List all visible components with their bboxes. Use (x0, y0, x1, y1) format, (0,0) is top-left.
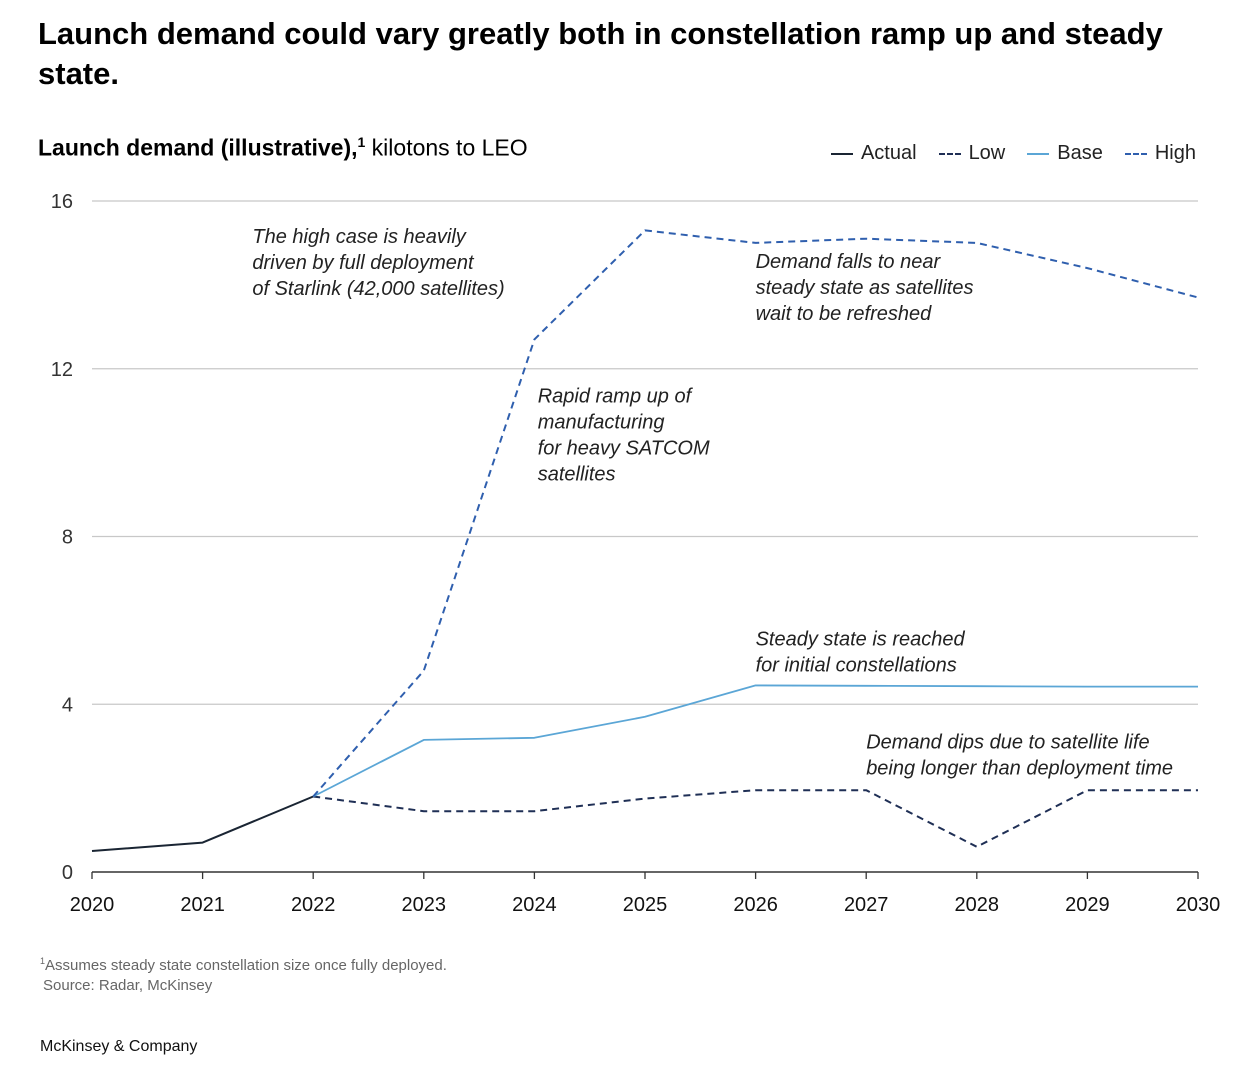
series-line-actual (91, 795, 314, 852)
y-tick-label-4: 4 (62, 694, 73, 716)
x-tick-label-2030: 2030 (1176, 894, 1221, 916)
legend-swatch-low (938, 152, 961, 155)
annotation-4: Demand dips due to satellite life being l… (866, 731, 1173, 779)
chart-title: Launch demand could vary greatly both in… (38, 16, 1163, 91)
subtitle-footnote-marker: 1 (357, 134, 366, 150)
subtitle-bold: Launch demand (illustrative), (38, 134, 358, 161)
legend-swatch-actual (830, 152, 853, 155)
x-tick-label-2022: 2022 (291, 894, 336, 916)
chart-subtitle: Launch demand (illustrative),1 kilotons … (38, 134, 528, 162)
annotation-1-line-2: wait to be refreshed (756, 303, 933, 325)
series-line-high (312, 229, 1199, 798)
x-tick-label-2028: 2028 (955, 894, 1000, 916)
annotation-2-line-2: for heavy SATCOM (538, 437, 710, 459)
annotation-0-line-1: driven by full deployment (252, 252, 475, 274)
annotation-3-line-0: Steady state is reached (756, 629, 966, 651)
annotation-3-line-1: for initial constellations (756, 655, 957, 677)
footnote: 1Assumes steady state constellation size… (40, 951, 447, 996)
legend-swatch-high (1124, 152, 1147, 155)
legend-item-base: Base (1027, 142, 1103, 165)
y-tick-label-12: 12 (51, 359, 73, 381)
x-tick-label-2026: 2026 (733, 894, 778, 916)
x-tick-label-2025: 2025 (623, 894, 668, 916)
x-tick-label-2021: 2021 (180, 894, 225, 916)
series-line-low (313, 789, 1198, 848)
x-tick-label-2020: 2020 (70, 894, 115, 916)
annotation-2-line-3: satellites (538, 463, 616, 485)
annotation-1-line-0: Demand falls to near (756, 251, 942, 273)
annotation-4-line-1: being longer than deployment time (866, 757, 1173, 779)
series-line-base (312, 684, 1198, 798)
annotation-4-line-0: Demand dips due to satellite life (866, 731, 1149, 753)
legend-label-base: Base (1057, 142, 1103, 164)
y-tick-label-16: 16 (51, 191, 73, 213)
line-chart: 0 4 8 12 16 2020 2021 2022 2023 2024 2025 2026 2027 2… (51, 191, 1221, 916)
legend-swatch-base (1027, 152, 1050, 155)
annotation-2-line-0: Rapid ramp up of (538, 385, 694, 407)
annotation-0-line-0: The high case is heavily (252, 226, 466, 248)
annotation-3: Steady state is reached for initial const… (756, 629, 966, 677)
chart-legend: Actual Low Base High (830, 142, 1196, 165)
annotation-0: The high case is heavily driven by full d… (252, 226, 504, 300)
annotation-0-line-2: of Starlink (42,000 satellites) (252, 278, 504, 300)
annotation-1: Demand falls to near steady state as sate… (756, 251, 974, 325)
x-tick-label-2029: 2029 (1065, 894, 1110, 916)
annotation-2-line-1: manufacturing (538, 411, 665, 433)
y-tick-label-8: 8 (62, 527, 73, 549)
legend-item-low: Low (938, 142, 1006, 165)
x-tick-label-2027: 2027 (844, 894, 889, 916)
legend-label-low: Low (968, 142, 1006, 164)
footnote-line-1: 1Assumes steady state constellation size… (40, 951, 447, 976)
source-line: Source: Radar, McKinsey (43, 977, 213, 994)
legend-item-high: High (1124, 142, 1196, 165)
footnote-marker: 1 (40, 956, 46, 966)
x-tick-label-2023: 2023 (402, 894, 447, 916)
x-tick-label-2024: 2024 (512, 894, 557, 916)
annotation-1-line-1: steady state as satellites (756, 277, 974, 299)
legend-label-high: High (1154, 142, 1196, 164)
legend-label-actual: Actual (860, 142, 917, 164)
annotation-2: Rapid ramp up of manufacturing for heavy S… (538, 385, 710, 485)
legend-item-actual: Actual (830, 142, 917, 165)
footnote-text: Assumes steady state constellation size … (45, 957, 447, 974)
brand-logo-text: McKinsey & Company (40, 1038, 198, 1055)
y-tick-label-0: 0 (62, 862, 73, 884)
subtitle-units: kilotons to LEO (365, 134, 528, 161)
